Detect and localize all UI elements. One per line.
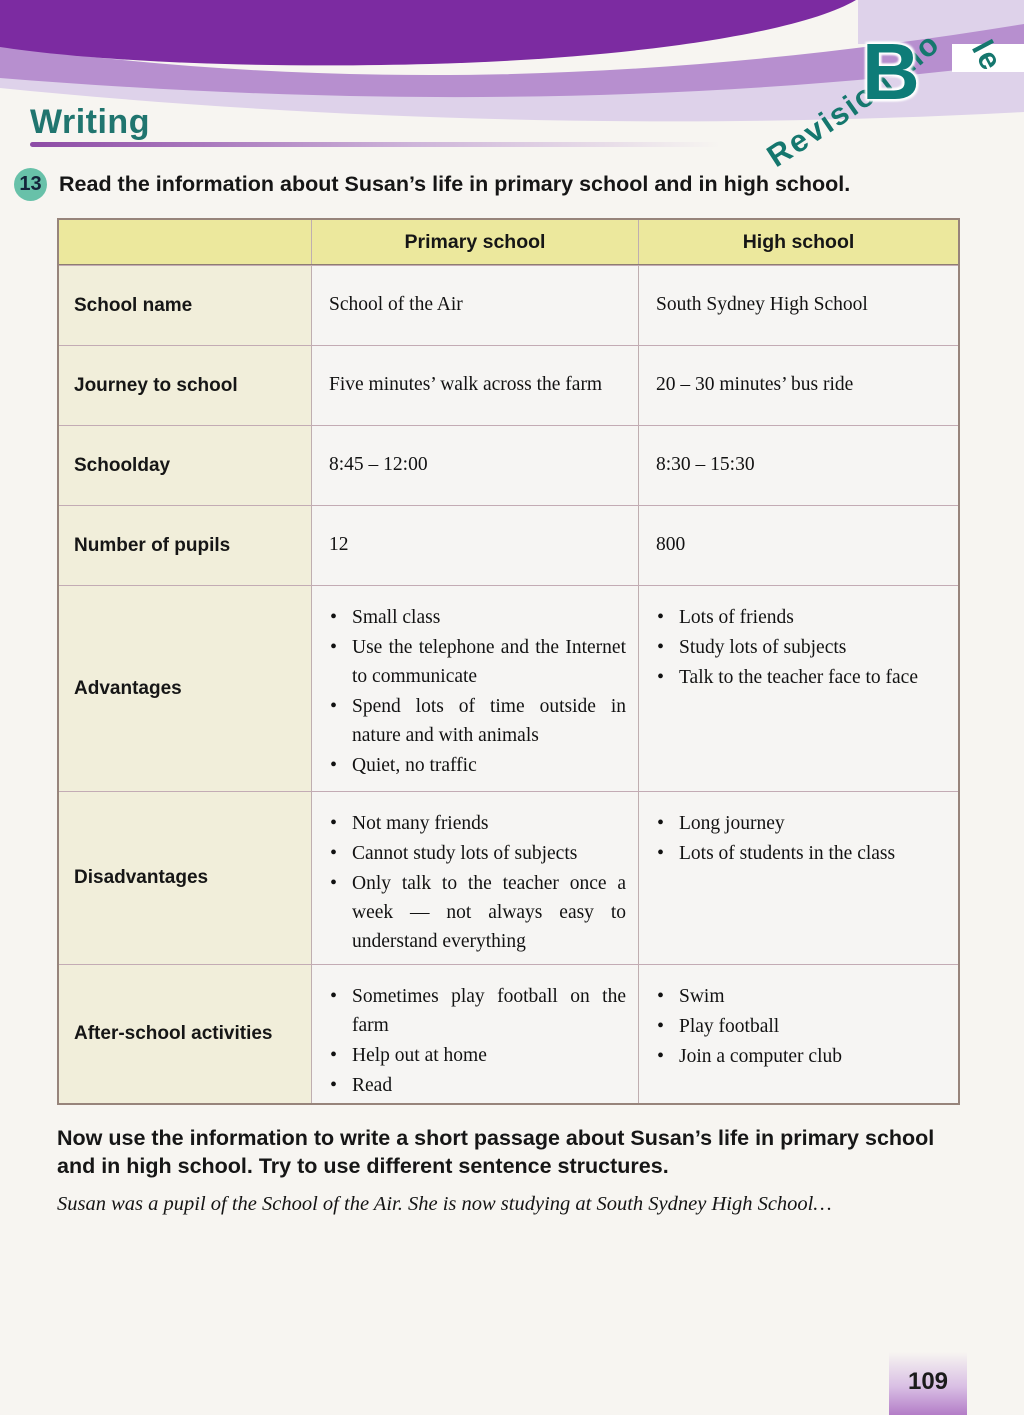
bullet-item: Spend lots of time outside in nature and… [326,692,626,750]
row-label: After-school activities [74,1023,273,1044]
bullet-list: Small class Use the telephone and the In… [326,603,626,780]
high-cell: Lots of friends Study lots of subjects T… [639,586,958,791]
bullet-item: Only talk to the teacher once a week — n… [326,869,626,956]
table-row-after-school-activities: After-school activities Sometimes play f… [59,964,958,1103]
bullet-item: Use the telephone and the Internet to co… [326,633,626,691]
bullet-item: Lots of friends [653,603,946,632]
cell-text: School of the Air [329,294,463,316]
module-letter-b: B [862,27,920,116]
high-cell: Long journey Lots of students in the cla… [639,792,958,964]
cell-text: 8:45 – 12:00 [329,454,428,476]
bullet-list: Long journey Lots of students in the cla… [653,809,946,868]
bullet-item: Study lots of subjects [653,633,946,662]
bullet-list: Swim Play football Join a computer club [653,982,946,1071]
table-header-row: Primary school High school [59,220,958,265]
bullet-item: Long journey [653,809,946,838]
row-label: Disadvantages [74,867,209,888]
cell-text: South Sydney High School [656,294,868,316]
table-row-disadvantages: Disadvantages Not many friends Cannot st… [59,791,958,964]
table-row-number-of-pupils: Number of pupils 12 800 [59,505,958,585]
table-row-school-name: School name School of the Air South Sydn… [59,265,958,345]
row-label: Advantages [74,677,182,699]
exercise-number-badge: 13 [14,168,47,201]
row-label: Schoolday [74,454,171,476]
header-cell-primary-school: Primary school [312,220,639,264]
row-label-cell: Schoolday [59,426,312,505]
primary-cell: Small class Use the telephone and the In… [312,586,639,791]
exercise-instruction: Read the information about Susan’s life … [59,172,851,196]
bullet-item: Small class [326,603,626,632]
cell-text: 12 [329,534,349,556]
primary-cell: School of the Air [312,266,639,345]
cell-text: 8:30 – 15:30 [656,454,755,476]
bullet-item: Lots of students in the class [653,839,946,868]
row-label-cell: Disadvantages [59,792,312,964]
cell-text: Five minutes’ walk across the farm [329,374,603,396]
bullet-item: Swim [653,982,946,1011]
table-row-advantages: Advantages Small class Use the telephone… [59,585,958,791]
bullet-list: Not many friends Cannot study lots of su… [326,809,626,956]
primary-cell: Not many friends Cannot study lots of su… [312,792,639,964]
row-label-cell: After-school activities [59,965,312,1103]
bullet-list: Sometimes play football on the farm Help… [326,982,626,1100]
banner-mid-swoosh [0,24,1024,98]
high-cell: 20 – 30 minutes’ bus ride [639,346,958,425]
high-cell: 800 [639,506,958,585]
header-cell-empty [59,220,312,264]
row-label: Number of pupils [74,534,231,556]
column-header-label: High school [742,230,855,253]
bullet-item: Play football [653,1012,946,1041]
primary-cell: 12 [312,506,639,585]
bullet-item: Cannot study lots of subjects [326,839,626,868]
bullet-item: Talk to the teacher face to face [653,663,946,692]
writing-task-instruction: Now use the information to write a short… [57,1126,935,1179]
row-label-cell: Advantages [59,586,312,791]
bullet-item: Sometimes play football on the farm [326,982,626,1040]
banner-swoosh-graphic: Revision mo [0,0,1024,170]
comparison-table: Primary school High school School name S… [57,218,960,1105]
page-header-banner: Revision mo le B [0,0,1024,170]
header-cell-high-school: High school [639,220,958,264]
row-label: School name [74,294,193,316]
row-label-cell: Number of pupils [59,506,312,585]
bullet-item: Quiet, no traffic [326,751,626,780]
column-header-label: Primary school [404,230,546,253]
high-cell: 8:30 – 15:30 [639,426,958,505]
banner-dark-swoosh [0,0,856,66]
page-number: 109 [907,1367,949,1395]
scan-artifact-patch [952,44,1024,72]
primary-cell: 8:45 – 12:00 [312,426,639,505]
section-title-underline [30,142,720,147]
bullet-item: Join a computer club [653,1042,946,1071]
cell-text: 800 [656,534,686,556]
bullet-item: Read [326,1071,626,1100]
exercise-row: 13 Read the information about Susan’s li… [14,167,1004,201]
writing-task-example: Susan was a pupil of the School of the A… [57,1193,832,1215]
bullet-item: Help out at home [326,1041,626,1070]
bullet-item: Not many friends [326,809,626,838]
row-label: Journey to school [74,374,238,396]
row-label-cell: Journey to school [59,346,312,425]
cell-text: 20 – 30 minutes’ bus ride [656,374,854,396]
high-cell: Swim Play football Join a computer club [639,965,958,1103]
row-label-cell: School name [59,266,312,345]
page-number-tab: 109 [889,1352,967,1415]
high-cell: South Sydney High School [639,266,958,345]
primary-cell: Sometimes play football on the farm Help… [312,965,639,1103]
table-row-schoolday: Schoolday 8:45 – 12:00 8:30 – 15:30 [59,425,958,505]
primary-cell: Five minutes’ walk across the farm [312,346,639,425]
bullet-list: Lots of friends Study lots of subjects T… [653,603,946,692]
table-row-journey: Journey to school Five minutes’ walk acr… [59,345,958,425]
section-title: Writing [30,103,150,141]
